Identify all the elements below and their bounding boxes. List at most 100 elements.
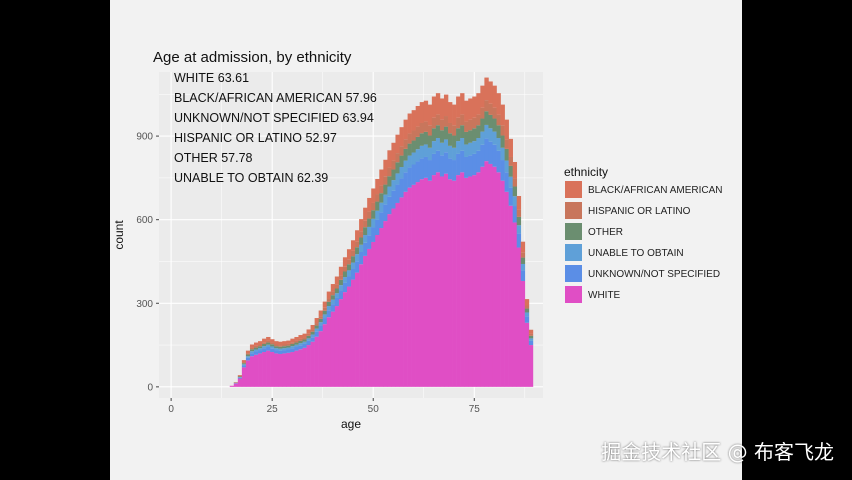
bar-other — [330, 295, 336, 300]
bar-white — [423, 177, 429, 387]
bar-hispanic-or-latino — [443, 116, 449, 127]
bar-other — [241, 363, 247, 365]
bar-unable-to-obtain — [318, 322, 324, 326]
legend-swatch-hispanic-or-latino — [565, 202, 582, 219]
bar-other — [468, 130, 473, 143]
bar-black-african-american — [480, 85, 485, 108]
bar-unknown-not-specified — [318, 325, 324, 332]
bar-unable-to-obtain — [330, 299, 336, 305]
bar-black-african-american — [427, 104, 433, 126]
bar-unknown-not-specified — [334, 297, 340, 307]
bar-white — [322, 324, 328, 387]
bar-other — [512, 186, 518, 197]
bar-other — [476, 125, 481, 139]
bar-unable-to-obtain — [480, 131, 485, 145]
bar-other — [258, 346, 263, 349]
bar-other — [419, 133, 425, 146]
bar-other — [367, 218, 372, 227]
bar-unable-to-obtain — [294, 344, 299, 348]
bar-other — [435, 125, 441, 139]
bar-hispanic-or-latino — [464, 121, 469, 132]
bar-hispanic-or-latino — [367, 211, 372, 219]
bar-white — [500, 180, 505, 387]
bar-other — [496, 125, 501, 139]
bar-hispanic-or-latino — [266, 340, 271, 343]
bar-white — [439, 176, 445, 387]
bar-white — [375, 235, 380, 387]
bar-unable-to-obtain — [278, 348, 283, 351]
bar-black-african-american — [456, 96, 461, 118]
bar-black-african-american — [407, 113, 412, 134]
bar-black-african-american — [359, 219, 364, 232]
bar-other — [245, 354, 251, 357]
bar-unable-to-obtain — [415, 149, 421, 162]
bar-unknown-not-specified — [419, 158, 425, 180]
bar-black-african-american — [245, 350, 251, 354]
bar-unable-to-obtain — [516, 225, 522, 234]
bar-hispanic-or-latino — [270, 342, 275, 345]
bar-hispanic-or-latino — [448, 122, 453, 134]
bar-white — [306, 345, 311, 387]
bar-unable-to-obtain — [249, 351, 255, 354]
bar-unable-to-obtain — [310, 334, 315, 338]
bar-other — [395, 162, 400, 174]
bar-unable-to-obtain — [387, 186, 392, 197]
bar-unknown-not-specified — [338, 290, 344, 300]
bar-unable-to-obtain — [411, 152, 416, 165]
bar-other — [520, 257, 526, 264]
x-axis-title: age — [341, 417, 361, 431]
bar-hispanic-or-latino — [351, 250, 356, 257]
bar-white — [452, 180, 457, 387]
bar-white — [460, 172, 465, 387]
bar-white — [435, 172, 441, 387]
bar-black-african-american — [330, 284, 336, 292]
bar-other — [351, 256, 356, 263]
bar-unknown-not-specified — [476, 150, 481, 173]
bar-hispanic-or-latino — [403, 139, 408, 149]
bar-unable-to-obtain — [351, 262, 356, 269]
bar-white — [302, 347, 307, 387]
bar-unknown-not-specified — [464, 156, 469, 178]
bar-unknown-not-specified — [387, 196, 392, 215]
bar-other — [237, 376, 243, 378]
bar-unable-to-obtain — [512, 196, 518, 207]
bar-black-african-american — [342, 257, 348, 267]
bar-hispanic-or-latino — [314, 323, 319, 326]
bar-hispanic-or-latino — [520, 252, 526, 258]
bar-black-african-american — [508, 138, 513, 157]
bar-other — [504, 148, 509, 161]
bar-hispanic-or-latino — [407, 133, 412, 144]
bar-hispanic-or-latino — [411, 130, 416, 141]
y-tick-label: 0 — [147, 382, 153, 393]
bar-black-african-american — [314, 318, 319, 324]
bar-black-african-american — [403, 119, 408, 140]
bar-white — [512, 222, 518, 387]
y-tick-label: 300 — [136, 299, 153, 310]
bar-white — [278, 353, 283, 387]
annotation-white: WHITE 63.61 — [174, 71, 249, 85]
bar-other — [379, 193, 384, 203]
bar-white — [266, 350, 271, 387]
bar-unknown-not-specified — [330, 304, 336, 312]
bar-black-african-american — [286, 340, 291, 344]
bar-other — [342, 271, 348, 278]
bar-hispanic-or-latino — [415, 126, 421, 137]
bar-other — [456, 128, 461, 142]
bar-white — [359, 264, 364, 387]
bar-unable-to-obtain — [245, 356, 251, 358]
bar-hispanic-or-latino — [334, 284, 340, 289]
bar-hispanic-or-latino — [326, 298, 332, 302]
bar-white — [431, 175, 437, 387]
legend-swatch-unknown-not-specified — [565, 265, 582, 282]
bar-black-african-american — [387, 150, 392, 168]
bar-unable-to-obtain — [334, 293, 340, 298]
bar-hispanic-or-latino — [363, 220, 368, 228]
bar-white — [363, 255, 368, 387]
bar-hispanic-or-latino — [391, 160, 396, 170]
bar-white — [508, 205, 513, 387]
bar-unable-to-obtain — [504, 160, 509, 173]
bar-unknown-not-specified — [411, 164, 416, 185]
bar-white — [282, 353, 287, 387]
bar-unknown-not-specified — [282, 350, 287, 354]
bar-unknown-not-specified — [415, 161, 421, 183]
